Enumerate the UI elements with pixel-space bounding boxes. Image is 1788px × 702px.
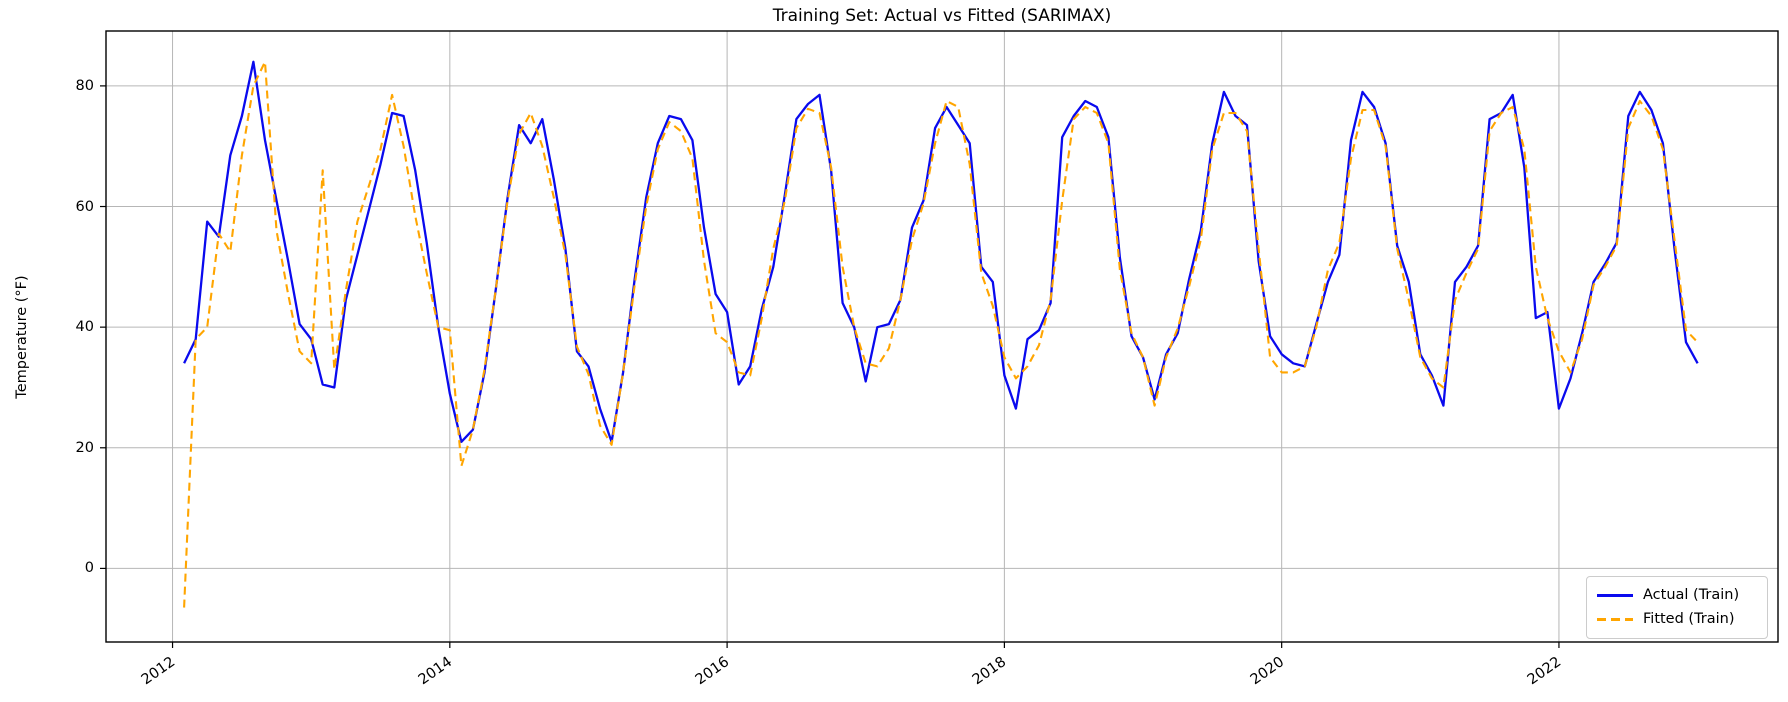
legend-item-actual: Actual (Train) (1597, 583, 1757, 607)
y-tick-label: 0 (84, 560, 94, 577)
actual-series-line (183, 60, 1699, 443)
y-tick-label: 40 (75, 319, 94, 336)
fitted-line-sample (1597, 617, 1633, 621)
actual-line-sample (1597, 593, 1633, 597)
plot-border (105, 30, 1779, 643)
fitted-series-line (183, 60, 1699, 608)
legend-item-fitted: Fitted (Train) (1597, 607, 1757, 631)
y-tick-label: 80 (75, 77, 94, 94)
y-tick-label: 60 (75, 198, 94, 215)
y-tick-label: 20 (75, 439, 94, 456)
chart-title: Training Set: Actual vs Fitted (SARIMAX) (772, 6, 1112, 26)
y-axis-title: Temperature (°F) (14, 275, 30, 399)
legend: Actual (Train) Fitted (Train) (1586, 576, 1768, 639)
legend-label-fitted: Fitted (Train) (1643, 611, 1735, 627)
legend-label-actual: Actual (Train) (1643, 587, 1740, 603)
